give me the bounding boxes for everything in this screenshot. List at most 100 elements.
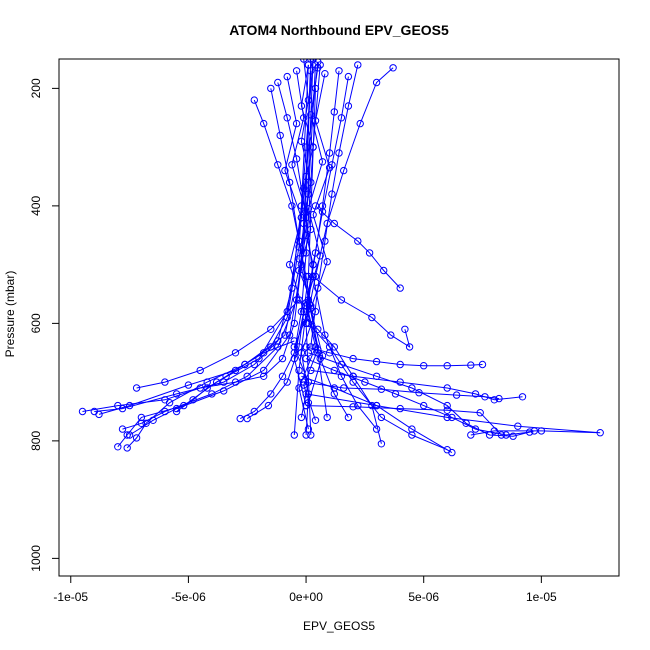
- data-point: [311, 117, 320, 125]
- data-point: [318, 208, 327, 216]
- data-point: [304, 390, 313, 398]
- series-line: [308, 352, 535, 437]
- y-tick-label: 800: [29, 431, 43, 451]
- data-point: [297, 372, 306, 380]
- data-point: [95, 410, 103, 419]
- data-point: [408, 431, 416, 439]
- data-point: [189, 396, 197, 404]
- data-point: [285, 331, 294, 339]
- data-point: [297, 307, 306, 316]
- data-point: [250, 96, 259, 104]
- data-point: [304, 96, 313, 104]
- data-point: [132, 384, 141, 392]
- data-point: [220, 387, 228, 395]
- data-point: [203, 384, 211, 392]
- data-point: [180, 401, 188, 410]
- data-point: [368, 401, 376, 410]
- data-point: [396, 284, 404, 292]
- data-point: [300, 114, 308, 122]
- series-line: [176, 340, 295, 412]
- data-point: [344, 413, 353, 422]
- data-point: [212, 378, 221, 386]
- series-32: [288, 67, 315, 422]
- data-point: [184, 381, 193, 389]
- data-point: [490, 396, 498, 404]
- data-point: [260, 366, 268, 375]
- data-point: [330, 390, 338, 398]
- series-line: [306, 405, 502, 436]
- data-point: [125, 401, 134, 410]
- series-line: [308, 323, 448, 451]
- data-point: [537, 427, 546, 435]
- y-axis-label: Pressure (mbar): [3, 271, 17, 358]
- data-point: [267, 325, 275, 333]
- data-point: [337, 296, 346, 304]
- data-point: [377, 413, 386, 422]
- data-point: [365, 249, 374, 257]
- data-point: [330, 343, 338, 351]
- data-point: [290, 354, 298, 363]
- data-point: [172, 390, 181, 398]
- chart-title: ATOM4 Northbound EPV_GEOS5: [229, 22, 449, 38]
- data-point: [514, 422, 522, 430]
- x-tick-label: -1e-05: [53, 590, 88, 604]
- data-point: [241, 360, 249, 369]
- data-point: [281, 331, 289, 339]
- data-point: [309, 143, 317, 151]
- data-point: [467, 431, 475, 439]
- data-point: [337, 114, 346, 122]
- series-35: [304, 70, 334, 407]
- data-point: [276, 131, 284, 140]
- series-line: [284, 76, 307, 406]
- data-point: [481, 393, 489, 401]
- series-line: [303, 381, 500, 400]
- data-point: [165, 399, 174, 407]
- data-point: [114, 443, 122, 451]
- data-point: [325, 343, 334, 351]
- series-line: [98, 59, 314, 415]
- data-point: [323, 258, 331, 266]
- data-point: [452, 391, 461, 399]
- data-point: [309, 260, 317, 269]
- data-point: [302, 299, 310, 307]
- data-point: [396, 378, 404, 386]
- data-point: [278, 354, 287, 363]
- data-point: [297, 349, 306, 357]
- x-axis-label: EPV_GEOS5: [303, 619, 375, 633]
- data-point: [300, 184, 308, 193]
- data-point: [231, 349, 240, 357]
- y-tick-label: 200: [29, 78, 43, 98]
- data-point: [335, 149, 343, 157]
- data-point: [490, 427, 498, 435]
- series-line: [301, 375, 453, 454]
- data-point: [285, 260, 294, 269]
- data-point: [236, 414, 244, 423]
- y-tick-label: 600: [29, 313, 43, 333]
- data-point: [161, 378, 169, 386]
- data-point: [467, 361, 475, 369]
- series-28: [172, 337, 298, 416]
- series-line: [305, 67, 394, 324]
- data-point: [290, 431, 298, 439]
- data-point: [260, 119, 268, 128]
- x-tick-label: 0e+00: [289, 590, 323, 604]
- data-point: [323, 413, 331, 422]
- data-point: [476, 409, 484, 417]
- series-line: [126, 59, 314, 449]
- data-point: [518, 393, 527, 401]
- data-point: [307, 111, 315, 119]
- series-line: [307, 73, 331, 403]
- data-point: [260, 372, 268, 380]
- data-point: [300, 59, 308, 63]
- data-point: [304, 399, 313, 407]
- data-point: [443, 406, 451, 414]
- data-point: [304, 61, 313, 69]
- data-point: [304, 349, 313, 357]
- data-point: [368, 313, 376, 322]
- y-tick-label: 1000: [29, 545, 43, 572]
- data-point: [309, 211, 317, 219]
- data-point: [328, 190, 336, 198]
- data-point: [222, 372, 230, 380]
- series-line: [305, 346, 483, 367]
- data-point: [443, 362, 451, 370]
